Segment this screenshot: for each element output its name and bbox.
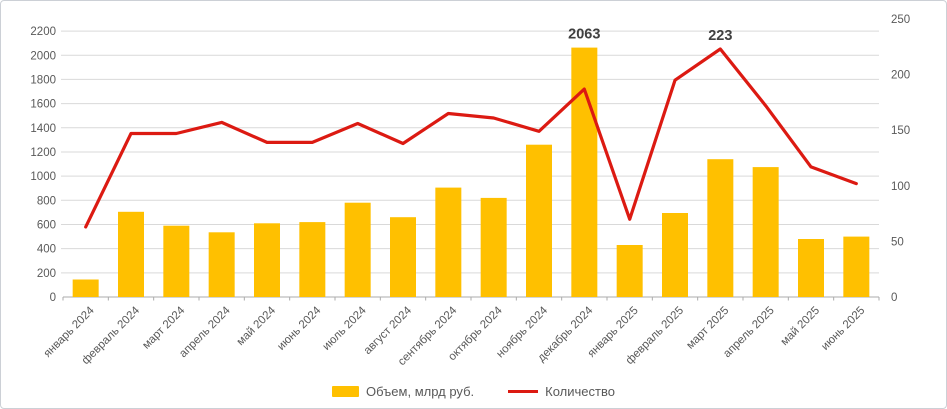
right-axis-tick-label: 200	[891, 70, 910, 82]
data-label: 223	[708, 28, 732, 44]
bar-series	[72, 47, 870, 297]
left-axis-tick-label: 600	[37, 219, 56, 231]
legend-bar-swatch-icon	[332, 386, 360, 397]
bar	[72, 279, 99, 297]
left-axis-tick-label: 1600	[30, 99, 56, 111]
bar	[480, 197, 507, 297]
legend-label-volume: Объем, млрд руб.	[366, 384, 475, 399]
x-axis-label: июль 2024	[321, 304, 370, 353]
bar	[752, 167, 779, 297]
x-axis-label: май 2025	[779, 305, 822, 348]
bar	[798, 239, 824, 297]
bar	[254, 223, 280, 297]
legend-item-count: Количество	[508, 384, 615, 399]
annotations: 2063 223	[568, 27, 732, 44]
right-axis: 0 50 100 150 200 250	[891, 14, 910, 304]
bar	[208, 232, 235, 297]
data-label: 2063	[568, 27, 600, 43]
left-axis-tick-label: 1000	[30, 171, 56, 183]
right-axis-tick-label: 50	[891, 236, 904, 248]
x-axis-label: март 2024	[140, 304, 187, 351]
bar	[616, 245, 643, 297]
bar	[526, 144, 552, 297]
x-axis-label: июнь 2025	[819, 305, 867, 353]
x-axis-label: май 2024	[235, 304, 279, 348]
left-axis: 0 200 400 600 800 1000 1200 1400 1600 1800 2000 220…	[30, 26, 56, 304]
x-axis	[62, 296, 880, 301]
bar	[344, 202, 371, 297]
left-axis-tick-label: 0	[50, 292, 56, 304]
x-axis-label: март 2025	[684, 305, 731, 352]
left-axis-tick-label: 2000	[30, 50, 56, 62]
legend-line-swatch-icon	[508, 389, 539, 394]
bar	[299, 222, 326, 297]
bar	[571, 47, 598, 297]
bar	[662, 213, 688, 297]
left-axis-tick-label: 1400	[30, 123, 56, 135]
left-axis-tick-label: 200	[37, 268, 56, 280]
left-axis-tick-label: 1200	[30, 147, 56, 159]
x-axis-label: июнь 2024	[275, 304, 324, 353]
bar	[118, 211, 144, 297]
bar	[390, 217, 416, 297]
right-axis-tick-label: 250	[891, 14, 910, 26]
right-axis-tick-label: 150	[891, 125, 910, 137]
left-axis-tick-label: 800	[37, 195, 56, 207]
bar	[843, 236, 870, 297]
legend-label-count: Количество	[545, 384, 615, 399]
right-axis-tick-label: 0	[891, 292, 897, 304]
bar	[163, 225, 190, 297]
line-series	[84, 47, 858, 229]
bar	[435, 187, 462, 297]
bar	[707, 159, 734, 297]
left-axis-tick-label: 1800	[30, 74, 56, 86]
right-axis-tick-label: 100	[891, 181, 910, 193]
left-axis-tick-label: 2200	[30, 26, 56, 38]
left-axis-tick-label: 400	[37, 244, 56, 256]
chart-legend: Объем, млрд руб. Количество	[1, 384, 946, 399]
legend-item-volume: Объем, млрд руб.	[332, 384, 474, 399]
